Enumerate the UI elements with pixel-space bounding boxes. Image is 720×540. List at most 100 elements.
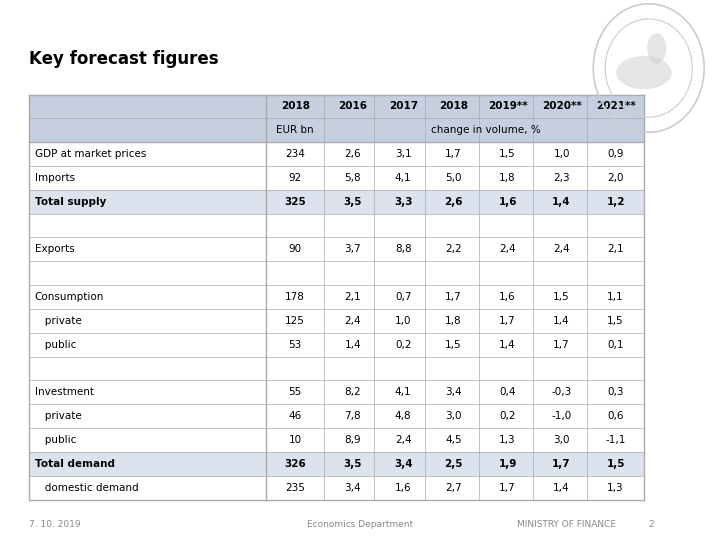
Text: 2,4: 2,4: [344, 316, 361, 326]
Text: MINISTRY OF FINANCE: MINISTRY OF FINANCE: [517, 520, 616, 529]
Text: 325: 325: [284, 197, 306, 207]
Text: 3,1: 3,1: [395, 149, 412, 159]
Text: 3,0: 3,0: [554, 435, 570, 445]
Text: -1,0: -1,0: [552, 411, 572, 421]
Text: 8,9: 8,9: [344, 435, 361, 445]
Text: 1,6: 1,6: [498, 197, 517, 207]
Ellipse shape: [616, 56, 672, 89]
Text: 326: 326: [284, 459, 306, 469]
Text: Key forecast figures: Key forecast figures: [29, 50, 218, 68]
Text: 3,5: 3,5: [343, 459, 362, 469]
Text: 0,4: 0,4: [500, 387, 516, 397]
Text: 1,8: 1,8: [445, 316, 462, 326]
Text: 1,4: 1,4: [553, 316, 570, 326]
Text: 5,8: 5,8: [344, 173, 361, 183]
Text: 8,8: 8,8: [395, 245, 412, 254]
Text: 3,3: 3,3: [394, 197, 413, 207]
Text: 4,1: 4,1: [395, 387, 412, 397]
Text: 2,1: 2,1: [344, 292, 361, 302]
Text: Total demand: Total demand: [35, 459, 114, 469]
Text: 4,1: 4,1: [395, 173, 412, 183]
Text: 3,4: 3,4: [394, 459, 413, 469]
Text: 2,0: 2,0: [608, 173, 624, 183]
Text: -1,1: -1,1: [606, 435, 626, 445]
Text: 3,4: 3,4: [445, 387, 462, 397]
Text: 2,4: 2,4: [395, 435, 412, 445]
Text: Investment: Investment: [35, 387, 94, 397]
Text: 4,8: 4,8: [395, 411, 412, 421]
Text: 0,2: 0,2: [500, 411, 516, 421]
Text: 2,4: 2,4: [553, 245, 570, 254]
Text: Imports: Imports: [35, 173, 75, 183]
Text: public: public: [35, 340, 76, 349]
Text: 1,5: 1,5: [607, 316, 624, 326]
Text: Total supply: Total supply: [35, 197, 106, 207]
Text: 1,1: 1,1: [607, 292, 624, 302]
Text: 1,2: 1,2: [606, 197, 625, 207]
Text: private: private: [35, 411, 81, 421]
Text: 0,6: 0,6: [608, 411, 624, 421]
Text: 1,4: 1,4: [553, 483, 570, 492]
Text: 10: 10: [289, 435, 302, 445]
Text: 0,3: 0,3: [608, 387, 624, 397]
Text: 1,9: 1,9: [498, 459, 517, 469]
Text: GDP at market prices: GDP at market prices: [35, 149, 146, 159]
Text: 3,7: 3,7: [344, 245, 361, 254]
Text: 0,1: 0,1: [608, 340, 624, 349]
Text: 1,5: 1,5: [606, 459, 625, 469]
Text: 3,5: 3,5: [343, 197, 362, 207]
Text: 125: 125: [285, 316, 305, 326]
Text: 2019**: 2019**: [487, 102, 528, 111]
Text: 1,4: 1,4: [499, 340, 516, 349]
Text: 2,6: 2,6: [344, 149, 361, 159]
Text: 2,5: 2,5: [444, 459, 463, 469]
Text: 2,2: 2,2: [445, 245, 462, 254]
Text: 178: 178: [285, 292, 305, 302]
Text: 7,8: 7,8: [344, 411, 361, 421]
Text: Economics Department: Economics Department: [307, 520, 413, 529]
Text: 0,9: 0,9: [608, 149, 624, 159]
Text: 1,3: 1,3: [607, 483, 624, 492]
Text: Exports: Exports: [35, 245, 74, 254]
Text: domestic demand: domestic demand: [35, 483, 138, 492]
Text: 2,7: 2,7: [445, 483, 462, 492]
Text: 1,5: 1,5: [553, 292, 570, 302]
Text: 1,6: 1,6: [499, 292, 516, 302]
Text: 2,6: 2,6: [444, 197, 463, 207]
Text: 2021**: 2021**: [595, 102, 636, 111]
Text: 235: 235: [285, 483, 305, 492]
Text: 2,1: 2,1: [607, 245, 624, 254]
Text: 1,7: 1,7: [445, 149, 462, 159]
Text: 0,2: 0,2: [395, 340, 411, 349]
Text: 1,7: 1,7: [552, 459, 571, 469]
FancyBboxPatch shape: [29, 452, 644, 476]
Text: 2016: 2016: [338, 102, 367, 111]
Text: 53: 53: [289, 340, 302, 349]
Text: 1,0: 1,0: [554, 149, 570, 159]
Text: 0,7: 0,7: [395, 292, 411, 302]
Text: 1,7: 1,7: [499, 483, 516, 492]
Text: 3,0: 3,0: [446, 411, 462, 421]
Text: 3,4: 3,4: [344, 483, 361, 492]
Text: 2018: 2018: [281, 102, 310, 111]
Text: 2: 2: [648, 520, 654, 529]
Text: 4,5: 4,5: [445, 435, 462, 445]
Ellipse shape: [647, 33, 666, 64]
Text: EUR bn: EUR bn: [276, 125, 314, 135]
Text: 2018: 2018: [439, 102, 468, 111]
Text: 2,4: 2,4: [499, 245, 516, 254]
Text: Consumption: Consumption: [35, 292, 104, 302]
Text: 1,4: 1,4: [344, 340, 361, 349]
Text: 1,5: 1,5: [445, 340, 462, 349]
Text: 46: 46: [289, 411, 302, 421]
Text: 1,5: 1,5: [499, 149, 516, 159]
Text: 234: 234: [285, 149, 305, 159]
Text: 2020**: 2020**: [541, 102, 582, 111]
Text: private: private: [35, 316, 81, 326]
Text: 1,7: 1,7: [445, 292, 462, 302]
Text: 1,7: 1,7: [499, 316, 516, 326]
Text: 1,8: 1,8: [499, 173, 516, 183]
Text: public: public: [35, 435, 76, 445]
Text: change in volume, %: change in volume, %: [431, 125, 541, 135]
Text: 7. 10. 2019: 7. 10. 2019: [29, 520, 81, 529]
